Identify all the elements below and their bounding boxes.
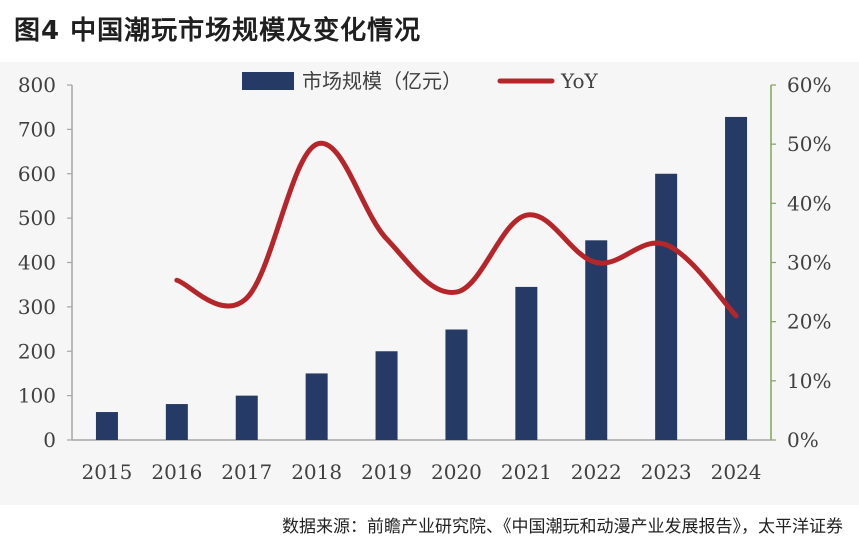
x-axis-tick-label: 2023 <box>641 460 692 484</box>
bar-2018 <box>305 373 328 440</box>
left-axis-tick-label: 200 <box>18 339 56 363</box>
right-axis-tick-label: 50% <box>787 132 831 156</box>
right-axis-tick-label: 60% <box>787 73 831 97</box>
bar-2017 <box>235 395 258 440</box>
left-axis-tick-label: 300 <box>18 295 56 319</box>
left-axis-tick-label: 700 <box>18 117 56 141</box>
bar-2020 <box>445 329 468 440</box>
right-axis-tick-label: 40% <box>787 191 831 215</box>
bar-2015 <box>95 412 118 440</box>
x-axis-tick-label: 2016 <box>151 460 202 484</box>
bar-2024 <box>725 116 748 440</box>
x-axis-tick-label: 2018 <box>291 460 342 484</box>
left-axis-tick-label: 400 <box>18 251 56 275</box>
bar-2019 <box>375 351 398 440</box>
bar-2023 <box>655 173 678 440</box>
right-axis-tick-label: 20% <box>787 310 831 334</box>
chart-svg: 0 100 200 300 400 500 600 700 800 0% 10% 20% 30% 40% 5… <box>18 69 832 484</box>
left-axis-tick-label: 100 <box>18 384 56 408</box>
right-axis-tick-label: 30% <box>787 251 831 275</box>
legend-swatch-market-size <box>242 72 294 90</box>
x-axis-tick-label: 2021 <box>501 460 552 484</box>
yoy-line <box>174 140 739 319</box>
x-axis-tick-label: 2024 <box>711 460 762 484</box>
x-axis-tick-label: 2017 <box>221 460 272 484</box>
x-axis-tick-label: 2019 <box>361 460 412 484</box>
figure-title: 图4 中国潮玩市场规模及变化情况 <box>14 16 422 46</box>
x-axis-tick-label: 2020 <box>431 460 482 484</box>
x-axis-tick-label: 2022 <box>571 460 622 484</box>
bar-2016 <box>165 404 188 440</box>
legend-label-market-size: 市场规模（亿元） <box>302 69 462 93</box>
right-axis-tick-label: 10% <box>787 369 831 393</box>
left-axis-tick-label: 0 <box>43 428 56 452</box>
left-axis-tick-label: 600 <box>18 162 56 186</box>
bar-2021 <box>515 286 538 440</box>
chart-area: 0 100 200 300 400 500 600 700 800 0% 10% 20% 30% 40% 5… <box>0 62 859 505</box>
left-axis-tick-label: 800 <box>18 73 56 97</box>
bar-2022 <box>585 240 608 440</box>
right-axis-tick-label: 0% <box>787 428 819 452</box>
legend-label-yoy: YoY <box>560 69 599 93</box>
x-axis-tick-label: 2015 <box>81 460 132 484</box>
source-note: 数据来源：前瞻产业研究院、《中国潮玩和动漫产业发展报告》，太平洋证券 <box>282 517 843 537</box>
left-axis-tick-label: 500 <box>18 206 56 230</box>
